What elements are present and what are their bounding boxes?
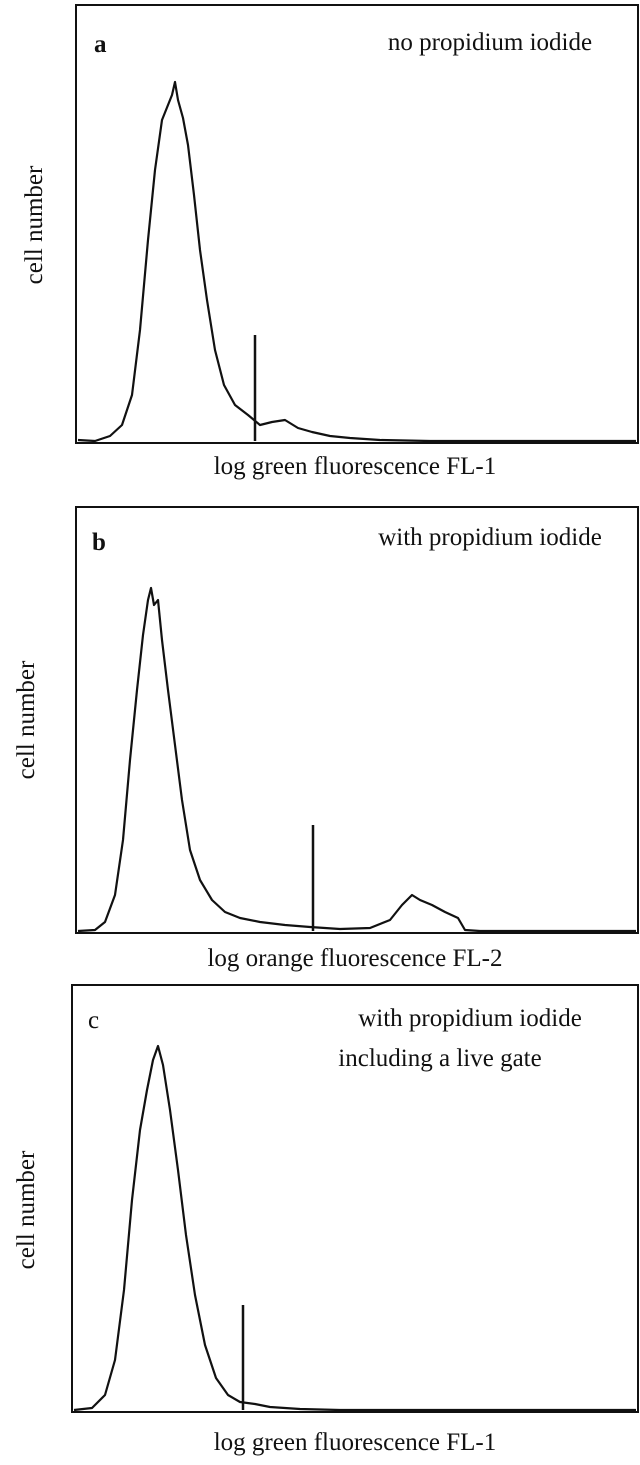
x-axis-label: log green fluorescence FL-1 [214, 453, 497, 480]
panel-letter: a [94, 31, 107, 58]
panel-title: including a live gate [338, 1045, 541, 1072]
y-axis-label: cell number [13, 1150, 40, 1269]
panel-a: a no propidium iodide cell number log gr… [21, 4, 639, 480]
panel-b: b with propidium iodide cell number log … [13, 506, 639, 972]
y-axis-label: cell number [13, 660, 40, 779]
x-axis-label: log orange fluorescence FL-2 [207, 945, 502, 972]
plot-frame [75, 506, 639, 934]
panel-title: no propidium iodide [388, 29, 592, 56]
x-axis-label: log green fluorescence FL-1 [214, 1429, 497, 1456]
panel-letter: b [92, 529, 106, 556]
plot-frame [75, 4, 639, 444]
y-axis-label: cell number [21, 165, 48, 284]
panel-title: with propidium iodide [378, 524, 602, 551]
panel-c: c with propidium iodide including a live… [13, 984, 639, 1456]
plot-frame [71, 984, 639, 1413]
histogram-curve [73, 1044, 636, 1412]
histogram-curve [77, 586, 636, 933]
histogram-curve [77, 80, 636, 443]
panel-letter: c [88, 1007, 99, 1034]
panel-title: with propidium iodide [358, 1005, 582, 1032]
